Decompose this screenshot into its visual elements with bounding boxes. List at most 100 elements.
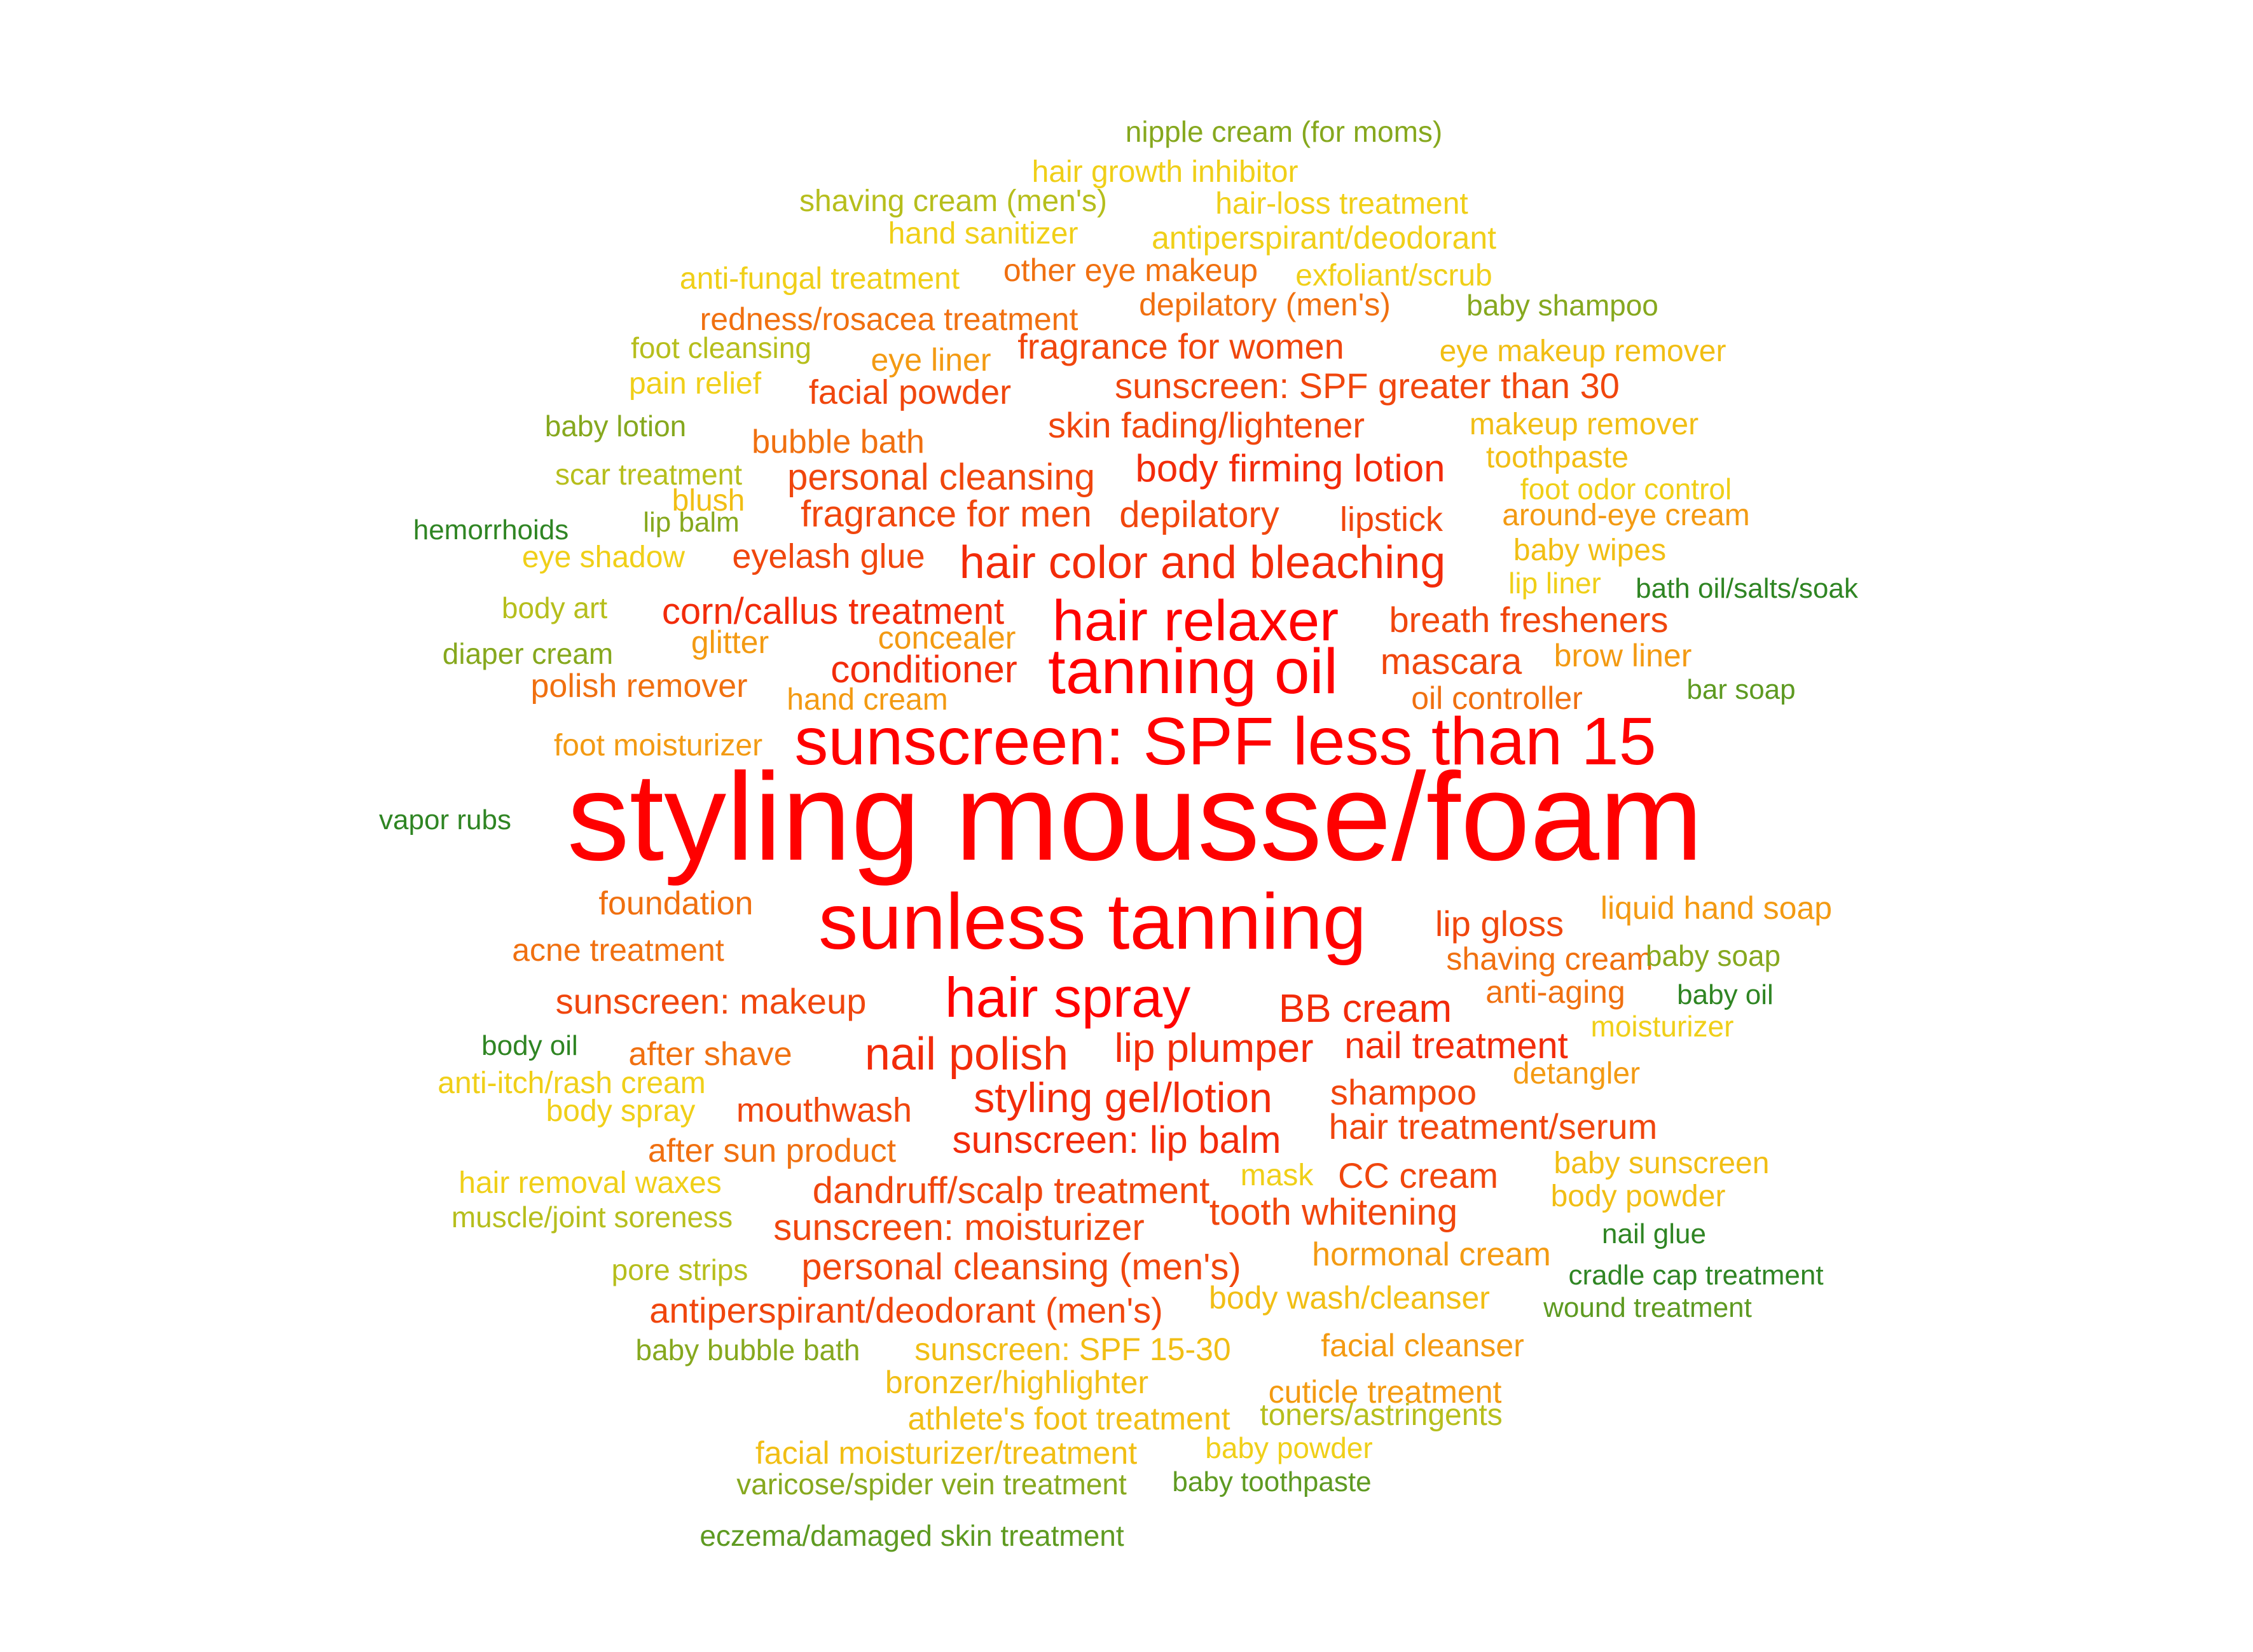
cloud-word: brow liner <box>1554 638 1692 673</box>
cloud-word: oil controller <box>1411 680 1583 716</box>
cloud-word: shampoo <box>1330 1072 1477 1112</box>
cloud-word: hair color and bleaching <box>959 537 1446 588</box>
cloud-word: muscle/joint soreness <box>451 1201 733 1234</box>
cloud-word: hormonal cream <box>1312 1236 1551 1273</box>
cloud-word: nail glue <box>1602 1218 1706 1249</box>
cloud-word: lip plumper <box>1114 1025 1314 1071</box>
cloud-word: anti-aging <box>1485 974 1625 1010</box>
cloud-word: baby bubble bath <box>635 1333 860 1366</box>
cloud-word: cuticle treatment <box>1268 1374 1502 1410</box>
cloud-word: anti-fungal treatment <box>679 262 960 296</box>
cloud-word: vapor rubs <box>379 804 511 836</box>
cloud-word: bar soap <box>1686 674 1796 705</box>
cloud-word: baby toothpaste <box>1172 1466 1372 1497</box>
cloud-word: blush <box>672 484 745 518</box>
cloud-word: CC cream <box>1337 1155 1499 1195</box>
cloud-word: eyelash glue <box>732 537 925 575</box>
cloud-word: eye shadow <box>521 540 686 574</box>
cloud-word: hand sanitizer <box>888 217 1078 251</box>
cloud-word: mascara <box>1380 641 1522 682</box>
cloud-word: moisturizer <box>1590 1010 1734 1043</box>
cloud-word: pore strips <box>611 1253 748 1286</box>
cloud-word: hair spray <box>944 966 1191 1029</box>
cloud-word: makeup remover <box>1469 408 1699 441</box>
cloud-word: body spray <box>546 1094 696 1128</box>
cloud-word: hand cream <box>787 683 948 717</box>
cloud-word: foot moisturizer <box>553 729 763 762</box>
cloud-word: dandruff/scalp treatment <box>812 1170 1210 1211</box>
cloud-word: baby oil <box>1677 979 1774 1010</box>
cloud-word: foundation <box>598 885 754 922</box>
cloud-word: detangler <box>1512 1057 1641 1091</box>
cloud-word: BB cream <box>1278 987 1452 1031</box>
cloud-word: sunscreen: SPF greater than 30 <box>1115 366 1620 406</box>
cloud-word: body wash/cleanser <box>1209 1280 1490 1316</box>
cloud-word: hair growth inhibitor <box>1031 155 1299 189</box>
cloud-word: after sun product <box>647 1132 897 1169</box>
cloud-word: diaper cream <box>442 637 614 670</box>
cloud-word: bath oil/salts/soak <box>1636 573 1858 604</box>
cloud-word: eye liner <box>871 342 991 378</box>
cloud-word: hair-loss treatment <box>1215 187 1468 221</box>
cloud-word: other eye makeup <box>1003 252 1258 288</box>
cloud-word: hair treatment/serum <box>1328 1106 1658 1146</box>
cloud-word: facial cleanser <box>1321 1328 1524 1363</box>
cloud-word: scar treatment <box>555 458 742 491</box>
cloud-word: baby sunscreen <box>1554 1146 1770 1180</box>
cloud-word: polish remover <box>530 668 748 705</box>
cloud-word: toners/astringents <box>1260 1398 1503 1432</box>
cloud-word: around-eye cream <box>1502 499 1750 532</box>
cloud-word: hair removal waxes <box>458 1166 722 1200</box>
cloud-word: lip balm <box>643 507 740 538</box>
cloud-word: bubble bath <box>752 423 925 460</box>
cloud-word: sunscreen: moisturizer <box>773 1207 1145 1248</box>
cloud-word: eye makeup remover <box>1439 334 1726 368</box>
cloud-word: pain relief <box>628 367 762 401</box>
cloud-word: anti-itch/rash cream <box>438 1066 706 1100</box>
cloud-word: facial powder <box>808 373 1012 411</box>
cloud-word: tooth whitening <box>1209 1192 1458 1233</box>
cloud-word: lipstick <box>1339 500 1443 539</box>
cloud-word: redness/rosacea treatment <box>699 301 1078 337</box>
cloud-word: cradle cap treatment <box>1568 1260 1824 1291</box>
cloud-word: baby soap <box>1645 939 1781 972</box>
cloud-word: nipple cream (for moms) <box>1125 115 1443 148</box>
cloud-word: facial moisturizer/treatment <box>755 1435 1138 1471</box>
cloud-word: nail polish <box>864 1029 1069 1080</box>
cloud-word: body powder <box>1550 1180 1726 1213</box>
cloud-word: mouthwash <box>736 1091 913 1129</box>
cloud-word: sunscreen: lip balm <box>952 1119 1281 1161</box>
cloud-word: lip liner <box>1508 567 1601 600</box>
cloud-word: personal cleansing (men's) <box>801 1246 1241 1288</box>
cloud-word: hair relaxer <box>1052 589 1339 653</box>
cloud-word: varicose/spider vein treatment <box>736 1468 1127 1501</box>
cloud-word: sunless tanning <box>818 878 1367 966</box>
cloud-word: toothpaste <box>1485 441 1629 474</box>
cloud-word: fragrance for men <box>801 493 1092 535</box>
cloud-word: baby powder <box>1205 1431 1373 1464</box>
cloud-word: foot odor control <box>1520 472 1732 506</box>
cloud-word: skin fading/lightener <box>1047 405 1365 445</box>
cloud-word: sunscreen: SPF less than 15 <box>794 704 1657 779</box>
cloud-word: glitter <box>691 624 769 660</box>
cloud-word: styling mousse/foam <box>567 747 1704 886</box>
cloud-word: fragrance for women <box>1017 326 1344 366</box>
cloud-word: sunscreen: makeup <box>555 981 867 1021</box>
cloud-word: hemorrhoids <box>413 514 569 546</box>
cloud-word: shaving cream (men's) <box>799 184 1107 218</box>
cloud-word: exfoliant/scrub <box>1295 259 1492 293</box>
cloud-word: liquid hand soap <box>1600 890 1833 926</box>
cloud-word: baby wipes <box>1513 533 1667 567</box>
cloud-word: concealer <box>878 620 1016 656</box>
cloud-word: lip gloss <box>1435 904 1564 944</box>
cloud-word: corn/callus treatment <box>661 591 1005 632</box>
cloud-word: wound treatment <box>1543 1292 1752 1323</box>
cloud-word: antiperspirant/deodorant <box>1151 220 1497 256</box>
cloud-word: mask <box>1240 1159 1314 1192</box>
cloud-word: depilatory (men's) <box>1139 287 1391 322</box>
cloud-word: tanning oil <box>1048 636 1338 707</box>
cloud-word: athlete's foot treatment <box>907 1401 1230 1436</box>
cloud-word: depilatory <box>1119 494 1279 535</box>
cloud-word: sunscreen: SPF 15-30 <box>914 1332 1231 1367</box>
